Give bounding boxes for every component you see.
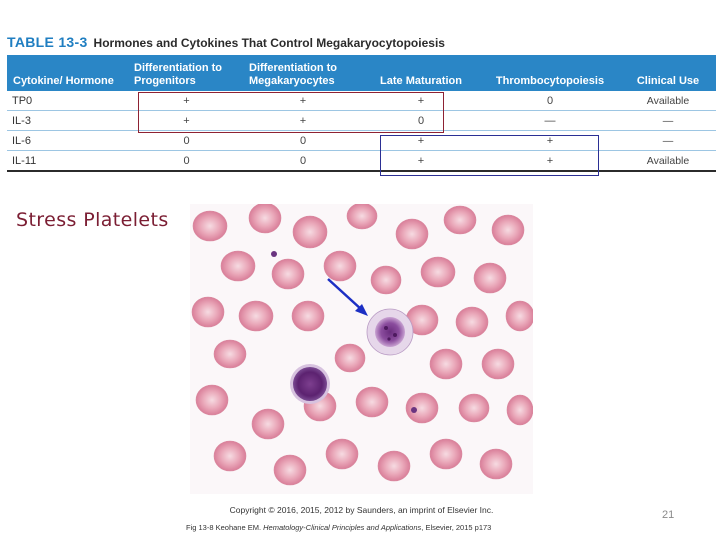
table-row: IL-3 + + 0 — — <box>7 110 716 131</box>
table-title: Hormones and Cytokines That Control Mega… <box>93 36 445 50</box>
table-row: IL-11 0 0 + + Available <box>7 150 716 172</box>
table-cell: + <box>362 150 480 172</box>
table-cell: + <box>129 110 244 131</box>
lymphocyte-cell <box>290 364 330 404</box>
table-cell: + <box>362 91 480 111</box>
table-cell: + <box>129 91 244 111</box>
table-row: IL-6 0 0 + + — <box>7 130 716 151</box>
column-header: Cytokine/ Hormone <box>7 55 129 91</box>
table-cell: TP0 <box>7 91 129 111</box>
highlight-box-red <box>138 92 444 133</box>
table-header-row: Cytokine/ Hormone Differentiation to Pro… <box>7 55 716 91</box>
page-number: 21 <box>662 509 675 521</box>
red-blood-cells <box>191 204 533 486</box>
citation-prefix: Fig 13-8 Keohane EM. <box>186 523 264 532</box>
table-cell: IL-3 <box>7 110 129 131</box>
giant-stress-platelet <box>366 308 414 356</box>
small-platelets <box>271 251 417 413</box>
table-cell: 0 <box>244 130 362 151</box>
column-header: Late Maturation <box>362 55 480 91</box>
table-cell: Available <box>620 150 716 172</box>
citation-title: Hematology-Clinical Principles and Appli… <box>263 523 422 532</box>
table-cell: — <box>620 130 716 151</box>
cytokine-table: Cytokine/ Hormone Differentiation to Pro… <box>7 55 716 172</box>
table-cell: 0 <box>129 150 244 172</box>
table-cell: IL-11 <box>7 150 129 172</box>
figure-citation: Fig 13-8 Keohane EM. Hematology-Clinical… <box>186 523 491 532</box>
table-cell: + <box>244 110 362 131</box>
blood-smear-micrograph <box>190 204 533 494</box>
table-caption: TABLE 13-3 Hormones and Cytokines That C… <box>7 34 445 52</box>
cytokine-table-container: Cytokine/ Hormone Differentiation to Pro… <box>7 55 716 172</box>
table-cell: 0 <box>129 130 244 151</box>
column-header: Differentiation to Megakaryocytes <box>244 55 362 91</box>
table-cell: + <box>244 91 362 111</box>
arrow-icon <box>327 278 368 316</box>
column-header: Differentiation to Progenitors <box>129 55 244 91</box>
stress-platelets-label: Stress Platelets <box>16 209 169 231</box>
column-header: Thrombocytopoiesis <box>480 55 620 91</box>
table-cell: IL-6 <box>7 130 129 151</box>
table-cell: Available <box>620 91 716 111</box>
column-header: Clinical Use <box>620 55 716 91</box>
table-cell: — <box>480 110 620 131</box>
table-row: TP0 + + + 0 Available <box>7 91 716 111</box>
table-cell: + <box>480 150 620 172</box>
table-cell: 0 <box>480 91 620 111</box>
highlight-box-blue <box>380 135 599 176</box>
citation-suffix: , Elsevier, 2015 p173 <box>421 523 492 532</box>
table-cell: — <box>620 110 716 131</box>
figure-copyright: Copyright © 2016, 2015, 2012 by Saunders… <box>229 505 494 515</box>
table-cell: 0 <box>362 110 480 131</box>
table-number: TABLE 13-3 <box>7 34 88 50</box>
table-cell: 0 <box>244 150 362 172</box>
